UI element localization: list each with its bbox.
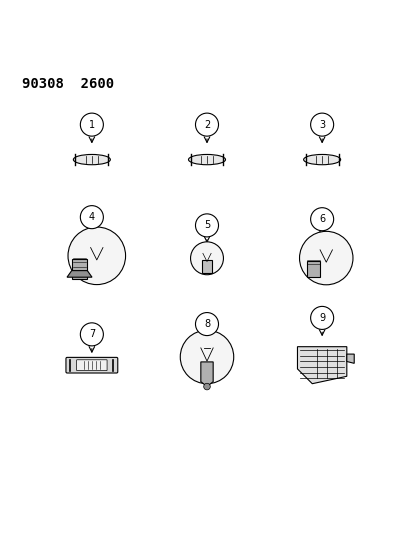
Ellipse shape bbox=[188, 155, 225, 165]
Polygon shape bbox=[306, 261, 320, 277]
Polygon shape bbox=[200, 362, 213, 386]
Circle shape bbox=[195, 113, 218, 136]
FancyBboxPatch shape bbox=[66, 358, 117, 373]
Circle shape bbox=[80, 113, 103, 136]
Polygon shape bbox=[346, 354, 354, 364]
Circle shape bbox=[310, 113, 333, 136]
Circle shape bbox=[80, 323, 103, 346]
Circle shape bbox=[195, 312, 218, 336]
Circle shape bbox=[68, 227, 125, 285]
Circle shape bbox=[195, 214, 218, 237]
Text: 90308  2600: 90308 2600 bbox=[22, 77, 114, 91]
Text: 4: 4 bbox=[88, 212, 95, 222]
Circle shape bbox=[203, 383, 210, 390]
Circle shape bbox=[299, 231, 352, 285]
Text: 2: 2 bbox=[203, 119, 210, 130]
Circle shape bbox=[80, 206, 103, 229]
Text: 5: 5 bbox=[203, 220, 210, 230]
Text: 1: 1 bbox=[88, 119, 95, 130]
Ellipse shape bbox=[303, 155, 340, 165]
Circle shape bbox=[310, 306, 333, 329]
Text: 6: 6 bbox=[318, 214, 325, 224]
Text: 8: 8 bbox=[204, 319, 209, 329]
Text: 3: 3 bbox=[318, 119, 325, 130]
Text: 7: 7 bbox=[88, 329, 95, 340]
Polygon shape bbox=[67, 271, 92, 277]
Circle shape bbox=[310, 208, 333, 231]
Polygon shape bbox=[71, 259, 87, 279]
Polygon shape bbox=[297, 346, 346, 384]
Text: 9: 9 bbox=[318, 313, 325, 323]
Circle shape bbox=[190, 242, 223, 274]
FancyBboxPatch shape bbox=[76, 360, 107, 370]
Ellipse shape bbox=[73, 155, 110, 165]
Circle shape bbox=[180, 330, 233, 384]
Polygon shape bbox=[202, 260, 211, 273]
